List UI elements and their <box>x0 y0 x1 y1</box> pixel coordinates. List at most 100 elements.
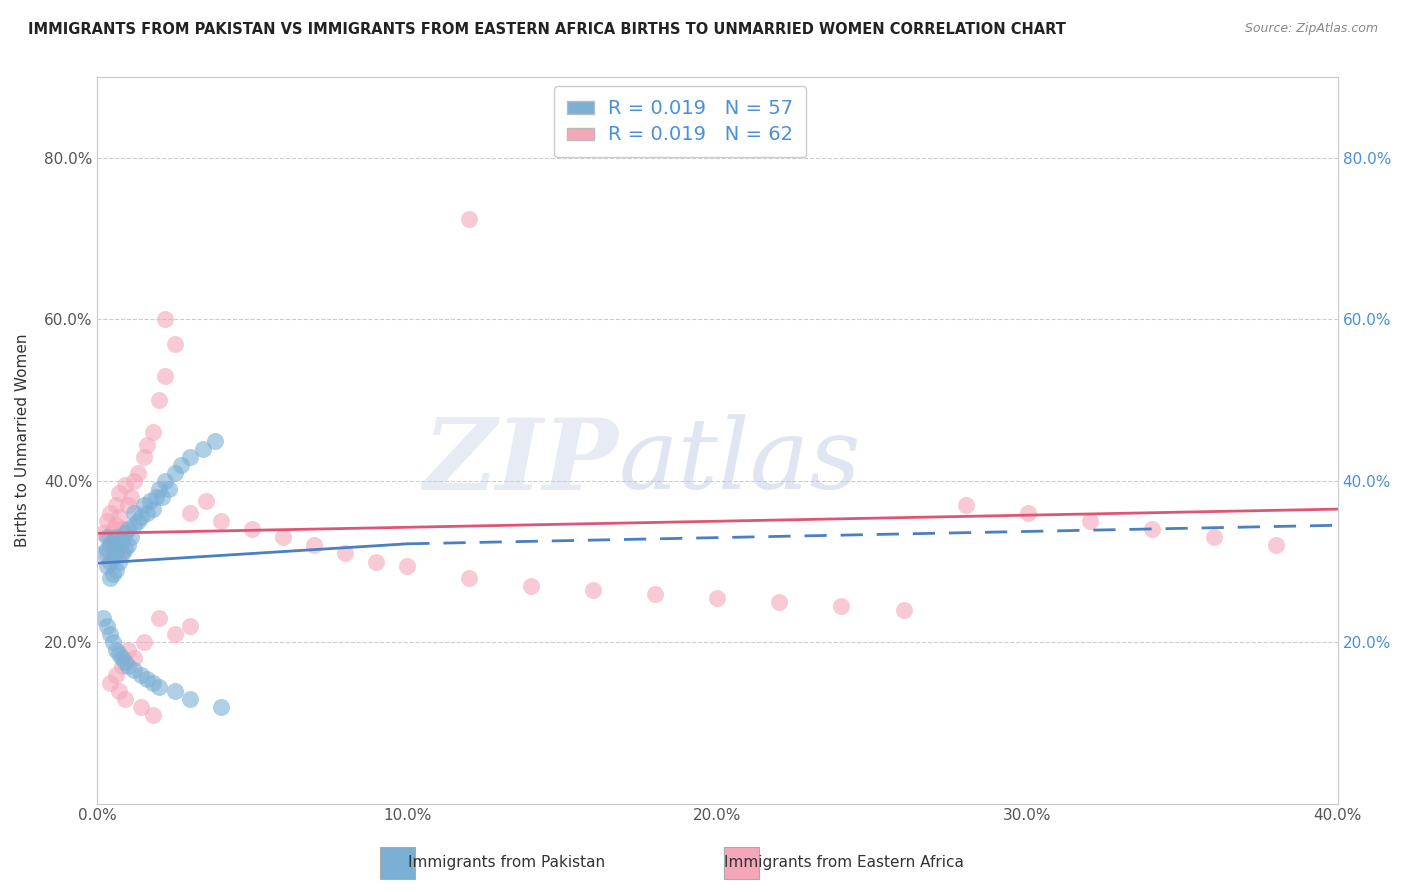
Point <box>104 547 127 561</box>
Point <box>142 502 165 516</box>
Point <box>98 530 121 544</box>
Point <box>163 336 186 351</box>
Point <box>93 547 115 561</box>
Point <box>335 547 357 561</box>
Point <box>117 498 139 512</box>
Point <box>127 514 149 528</box>
Point <box>135 437 157 451</box>
Y-axis label: Births to Unmarried Women: Births to Unmarried Women <box>15 334 30 548</box>
Text: atlas: atlas <box>619 415 860 510</box>
Point <box>111 651 134 665</box>
Point <box>129 510 152 524</box>
Point <box>157 482 180 496</box>
Point <box>135 672 157 686</box>
Point <box>155 474 177 488</box>
Point <box>114 478 136 492</box>
Point <box>104 498 127 512</box>
Point <box>111 522 134 536</box>
Point <box>204 434 226 448</box>
Point <box>111 547 134 561</box>
Point <box>104 530 127 544</box>
Point <box>163 466 186 480</box>
Point <box>98 675 121 690</box>
Point <box>98 627 121 641</box>
Point <box>142 707 165 722</box>
Point <box>108 510 131 524</box>
Point <box>108 555 131 569</box>
Point <box>111 547 134 561</box>
Point <box>101 566 124 581</box>
Point <box>706 591 728 605</box>
Point <box>768 595 790 609</box>
Point <box>96 530 118 544</box>
Point <box>98 538 121 552</box>
Point <box>124 664 146 678</box>
Point <box>170 458 193 472</box>
Point <box>145 490 167 504</box>
Legend: R = 0.019   N = 57, R = 0.019   N = 62: R = 0.019 N = 57, R = 0.019 N = 62 <box>554 87 806 157</box>
Point <box>111 659 134 673</box>
Point <box>132 498 155 512</box>
Point <box>644 587 666 601</box>
Point <box>101 550 124 565</box>
Point <box>124 474 146 488</box>
Point <box>98 571 121 585</box>
Text: ZIP: ZIP <box>423 414 619 510</box>
Point <box>1202 530 1225 544</box>
Point <box>209 699 232 714</box>
Point <box>139 494 162 508</box>
Point <box>155 369 177 384</box>
Point <box>1140 522 1163 536</box>
Point <box>98 506 121 520</box>
Point <box>108 683 131 698</box>
Point <box>117 643 139 657</box>
Point <box>1078 514 1101 528</box>
Point <box>132 635 155 649</box>
Point <box>127 466 149 480</box>
Point <box>108 648 131 662</box>
Text: IMMIGRANTS FROM PAKISTAN VS IMMIGRANTS FROM EASTERN AFRICA BIRTHS TO UNMARRIED W: IMMIGRANTS FROM PAKISTAN VS IMMIGRANTS F… <box>28 22 1066 37</box>
Point <box>271 530 294 544</box>
Point <box>179 506 201 520</box>
Point <box>1264 538 1286 552</box>
Point <box>179 691 201 706</box>
Point <box>240 522 263 536</box>
Point <box>148 393 170 408</box>
Point <box>120 530 142 544</box>
Point <box>1017 506 1039 520</box>
Point <box>120 490 142 504</box>
Text: Source: ZipAtlas.com: Source: ZipAtlas.com <box>1244 22 1378 36</box>
Point <box>148 611 170 625</box>
Point <box>101 538 124 552</box>
Point <box>93 526 115 541</box>
Point <box>93 611 115 625</box>
Point <box>163 683 186 698</box>
Point <box>582 582 605 597</box>
Point <box>96 514 118 528</box>
Text: Immigrants from Eastern Africa: Immigrants from Eastern Africa <box>724 855 963 870</box>
Text: Immigrants from Pakistan: Immigrants from Pakistan <box>408 855 605 870</box>
Point <box>117 538 139 552</box>
Point <box>124 506 146 520</box>
Point <box>98 555 121 569</box>
Point <box>96 558 118 573</box>
Point <box>155 312 177 326</box>
Point <box>108 486 131 500</box>
Point <box>124 651 146 665</box>
Point <box>163 627 186 641</box>
Point <box>142 675 165 690</box>
Point <box>142 425 165 440</box>
Point <box>830 599 852 613</box>
Point <box>179 619 201 633</box>
Point <box>124 518 146 533</box>
Point <box>104 563 127 577</box>
Point <box>96 542 118 557</box>
Point <box>458 211 481 226</box>
Point <box>111 534 134 549</box>
Point <box>194 494 217 508</box>
Point <box>114 526 136 541</box>
Point <box>191 442 214 456</box>
Point <box>117 659 139 673</box>
Point <box>117 522 139 536</box>
Point <box>150 490 173 504</box>
